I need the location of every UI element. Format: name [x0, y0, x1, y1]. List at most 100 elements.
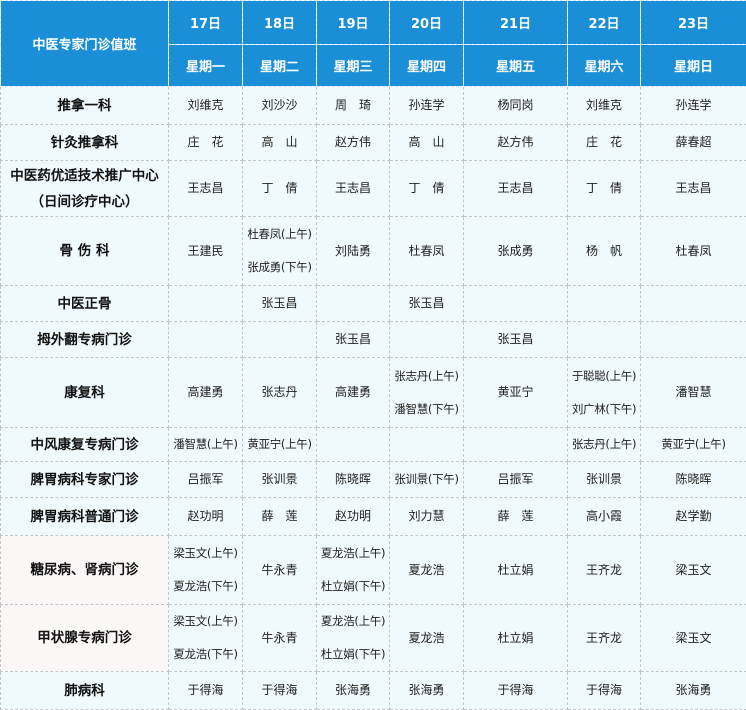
doctor-cell: 张玉昌: [464, 322, 568, 358]
doctor-name: 杨同岗: [464, 89, 567, 122]
doctor-cell: 杜春凤(上午)张成勇(下午): [243, 217, 317, 286]
doctor-cell: 梁玉文(上午)夏龙浩(下午): [169, 536, 243, 605]
department-label: 拇外翻专病门诊: [1, 322, 169, 358]
doctor-cell: 张志丹(上午)潘智慧(下午): [390, 358, 464, 428]
table-row: 拇外翻专病门诊 张玉昌 张玉昌: [1, 322, 746, 358]
doctor-cell: 梁玉文: [641, 536, 746, 605]
doctor-name: 赵功明: [169, 500, 242, 533]
doctor-cell: 杜立娟: [464, 605, 568, 672]
doctor-name: 王志昌: [464, 172, 567, 205]
doctor-cell: 刘维克: [169, 87, 243, 125]
doctor-cell: 张海勇: [641, 672, 746, 710]
doctor-cell: 王建民: [169, 217, 243, 286]
doctor-cell: 潘智慧(上午): [169, 428, 243, 462]
doctor-name: 于聪聪(上午): [568, 360, 640, 393]
doctor-cell: [568, 322, 641, 358]
table-row: 中医正骨 张玉昌 张玉昌: [1, 286, 746, 322]
doctor-name: 王齐龙: [568, 554, 640, 587]
doctor-cell: [568, 286, 641, 322]
doctor-cell: 王志昌: [317, 161, 390, 217]
doctor-cell: 张志丹: [243, 358, 317, 428]
doctor-cell: 薛 莲: [464, 498, 568, 536]
doctor-name: 张海勇: [390, 674, 463, 707]
doctor-name: 张训景: [243, 463, 316, 496]
doctor-cell: 张玉昌: [390, 286, 464, 322]
department-label: 脾胃病科普通门诊: [1, 498, 169, 536]
doctor-name: 刘维克: [169, 89, 242, 122]
doctor-name: 张玉昌: [464, 323, 567, 356]
doctor-cell: 杨 帆: [568, 217, 641, 286]
doctor-cell: 陈晓晖: [641, 462, 746, 498]
doctor-name: 夏龙浩(上午): [317, 605, 389, 638]
doctor-cell: 黄亚宁(上午): [243, 428, 317, 462]
department-name: 脾胃病科专家门诊: [1, 467, 168, 493]
doctor-name: 陈晓晖: [317, 463, 389, 496]
doctor-name: 吕振军: [464, 463, 567, 496]
doctor-cell: 梁玉文: [641, 605, 746, 672]
doctor-name: 王志昌: [641, 172, 746, 205]
doctor-name: 张训景: [568, 463, 640, 496]
department-name: 拇外翻专病门诊: [1, 327, 168, 353]
doctor-name: 夏龙浩(下午): [169, 638, 242, 671]
doctor-cell: 孙连学: [641, 87, 746, 125]
doctor-name: 王建民: [169, 235, 242, 268]
doctor-cell: [464, 428, 568, 462]
doctor-cell: 高 山: [243, 125, 317, 161]
doctor-name: 于得海: [169, 674, 242, 707]
department-label: 骨 伤 科: [1, 217, 169, 286]
doctor-name: 张志丹(上午): [390, 360, 463, 393]
doctor-name: 夏龙浩: [390, 622, 463, 655]
doctor-cell: [317, 428, 390, 462]
table-row: 康复科高建勇张志丹高建勇张志丹(上午)潘智慧(下午)黄亚宁于聪聪(上午)刘广林(…: [1, 358, 746, 428]
department-label: 中风康复专病门诊: [1, 428, 169, 462]
doctor-name: 黄亚宁: [464, 376, 567, 409]
doctor-name: 丁 倩: [390, 172, 463, 205]
doctor-cell: 杜立娟: [464, 536, 568, 605]
doctor-name: 于得海: [464, 674, 567, 707]
doctor-cell: 王齐龙: [568, 536, 641, 605]
doctor-name: 张志丹: [243, 376, 316, 409]
table-row: 针灸推拿科庄 花高 山赵方伟高 山赵方伟庄 花薛春超: [1, 125, 746, 161]
weekday-header: 星期一: [169, 45, 243, 87]
doctor-cell: 夏龙浩: [390, 536, 464, 605]
doctor-name: 张玉昌: [390, 287, 463, 320]
doctor-cell: 丁 倩: [243, 161, 317, 217]
doctor-cell: 王志昌: [464, 161, 568, 217]
doctor-name: 薛 莲: [243, 500, 316, 533]
doctor-cell: [641, 322, 746, 358]
department-name: 脾胃病科普通门诊: [1, 504, 168, 530]
doctor-cell: 丁 倩: [568, 161, 641, 217]
department-label: 推拿一科: [1, 87, 169, 125]
doctor-cell: 王志昌: [641, 161, 746, 217]
department-name: 糖尿病、肾病门诊: [1, 557, 168, 583]
doctor-name: 高建勇: [169, 376, 242, 409]
doctor-name: 赵功明: [317, 500, 389, 533]
doctor-cell: 庄 花: [169, 125, 243, 161]
doctor-name: 黄亚宁(上午): [641, 428, 746, 461]
doctor-cell: 张成勇: [464, 217, 568, 286]
doctor-cell: 杜春凤: [641, 217, 746, 286]
doctor-cell: 杨同岗: [464, 87, 568, 125]
doctor-cell: [243, 322, 317, 358]
doctor-cell: 张玉昌: [317, 322, 390, 358]
doctor-name: 杜春凤: [641, 235, 746, 268]
department-label: 糖尿病、肾病门诊: [1, 536, 169, 605]
date-header: 20日: [390, 1, 464, 45]
doctor-cell: 高建勇: [317, 358, 390, 428]
doctor-cell: [641, 286, 746, 322]
department-name: 中医正骨: [1, 291, 168, 317]
table-row: 肺病科于得海于得海张海勇张海勇于得海于得海张海勇: [1, 672, 746, 710]
doctor-name: 吕振军: [169, 463, 242, 496]
doctor-cell: 于得海: [568, 672, 641, 710]
doctor-name: 庄 花: [568, 126, 640, 159]
doctor-name: 夏龙浩: [390, 554, 463, 587]
weekday-header: 星期六: [568, 45, 641, 87]
doctor-name: 牛永青: [243, 554, 316, 587]
doctor-name: 于得海: [568, 674, 640, 707]
doctor-name: 刘维克: [568, 89, 640, 122]
doctor-cell: [317, 286, 390, 322]
doctor-name: 丁 倩: [568, 172, 640, 205]
doctor-cell: 张玉昌: [243, 286, 317, 322]
doctor-cell: 王齐龙: [568, 605, 641, 672]
